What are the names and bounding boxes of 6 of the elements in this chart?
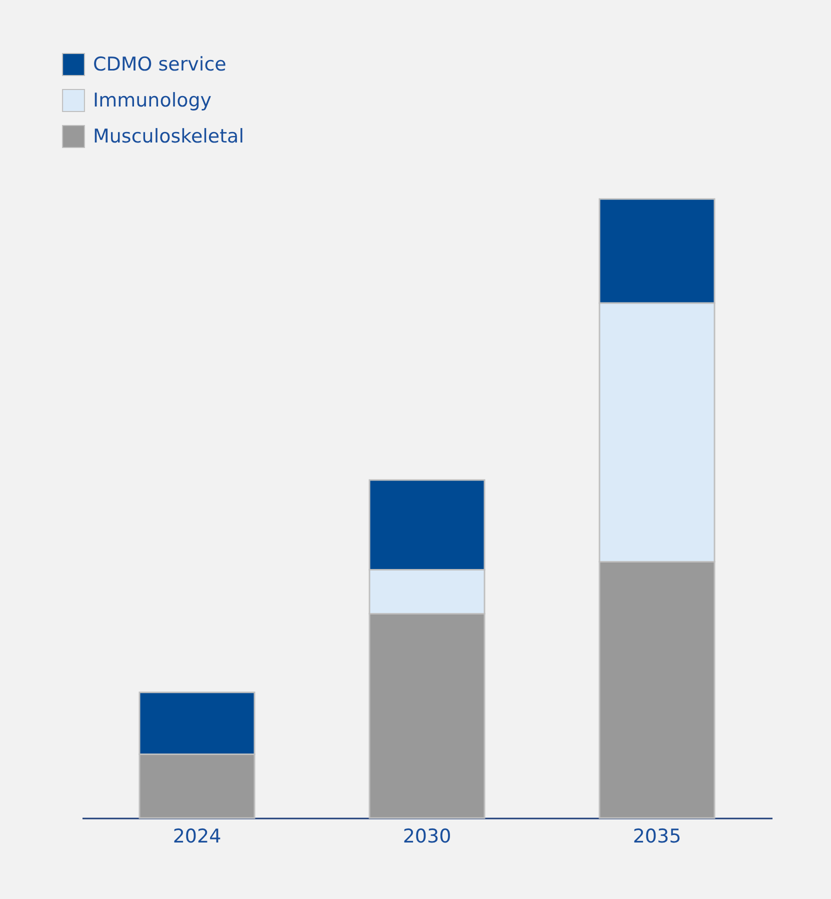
x-tick-label: 2035 [632, 826, 682, 848]
x-tick-label: 2024 [172, 826, 222, 848]
legend-label: CDMO service [93, 54, 226, 76]
legend-label: Immunology [93, 90, 212, 112]
legend-label: Musculoskeletal [93, 126, 244, 148]
x-tick-label: 2030 [402, 826, 452, 848]
